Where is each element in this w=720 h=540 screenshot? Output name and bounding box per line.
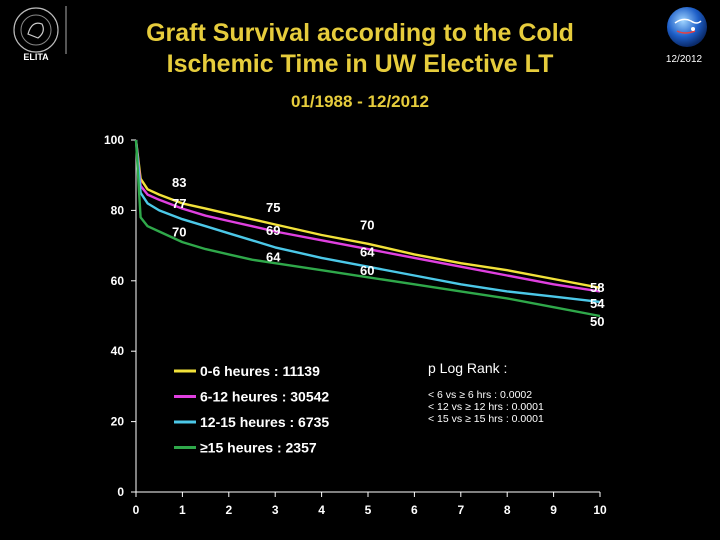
y-tick-label: 40	[111, 344, 125, 358]
title-line-1: Graft Survival according to the Cold	[146, 19, 574, 47]
x-tick-label: 10	[593, 503, 607, 517]
data-label: 60	[360, 263, 374, 278]
x-tick-label: 9	[550, 503, 557, 517]
legend-label-2: 6-12 heures : 30542	[200, 389, 329, 405]
x-tick-label: 1	[179, 503, 186, 517]
series-line-3	[134, 139, 601, 304]
series-line-1	[134, 139, 601, 289]
elita-logo: ELITA	[13, 6, 67, 62]
logo-text: ELITA	[23, 52, 49, 62]
data-label: 83	[172, 175, 186, 190]
data-label: 77	[172, 196, 186, 211]
data-label: 58	[590, 280, 604, 295]
x-tick-label: 5	[365, 503, 372, 517]
series-line-4	[134, 139, 601, 318]
data-label: 64	[266, 250, 281, 265]
x-tick-label: 7	[457, 503, 464, 517]
slide-title: Graft Survival according to the Cold Isc…	[100, 18, 620, 80]
x-tick-label: 0	[133, 503, 140, 517]
data-label: 70	[172, 225, 186, 240]
y-tick-label: 80	[111, 203, 125, 217]
series-line-2	[134, 139, 601, 293]
title-line-2: Ischemic Time in UW Elective LT	[166, 50, 554, 78]
x-tick-label: 3	[272, 503, 279, 517]
data-label: 70	[360, 218, 374, 233]
data-label: 54	[590, 296, 605, 311]
data-label: 75	[266, 200, 280, 215]
logrank-line-2: < 12 vs ≥ 12 hrs : 0.0001	[428, 401, 544, 413]
logrank-line-3: < 15 vs ≥ 15 hrs : 0.0001	[428, 413, 544, 425]
legend-label-4: ≥15 heures : 2357	[200, 440, 317, 456]
x-tick-label: 8	[504, 503, 511, 517]
data-label: 50	[590, 314, 604, 329]
y-tick-label: 60	[111, 274, 125, 288]
x-tick-label: 6	[411, 503, 418, 517]
legend-label-1: 0-6 heures : 11139	[200, 363, 320, 379]
slide-subtitle: 01/1988 - 12/2012	[290, 92, 429, 111]
x-tick-label: 4	[318, 503, 325, 517]
slide-date: 12/2012	[665, 54, 703, 65]
y-tick-label: 20	[111, 415, 125, 429]
y-tick-label: 100	[104, 133, 124, 147]
y-tick-label: 0	[117, 485, 124, 499]
logrank-title: p Log Rank :	[428, 360, 507, 376]
logrank-line-1: < 6 vs ≥ 6 hrs : 0.0002	[428, 389, 532, 401]
x-tick-label: 2	[225, 503, 232, 517]
data-label: 64	[360, 245, 375, 260]
legend-label-3: 12-15 heures : 6735	[200, 414, 329, 430]
globe-logo-icon	[667, 7, 707, 47]
data-label: 69	[266, 223, 280, 238]
